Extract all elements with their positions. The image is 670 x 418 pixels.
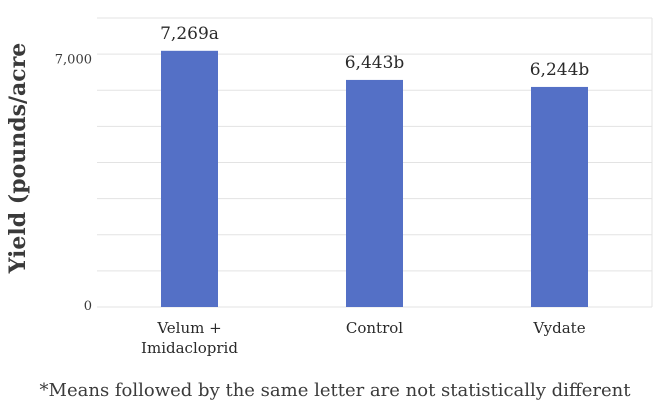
y-axis-title: Yield (pounds/acre <box>5 42 31 274</box>
x-tick-label: Velum + Imidacloprid <box>141 319 238 357</box>
x-tick-label: Vydate <box>532 319 585 337</box>
data-labels: 7,269a 6,443b 6,244b <box>160 24 589 80</box>
data-label: 6,244b <box>530 60 590 80</box>
y-tick-label: 0 <box>84 299 92 314</box>
x-tick-label-line: Velum + <box>156 319 221 337</box>
bar <box>346 79 403 307</box>
bars <box>161 50 588 307</box>
y-tick-labels: 0 7,000 <box>55 52 92 314</box>
data-label: 7,269a <box>160 24 219 44</box>
x-tick-label: Control <box>346 319 403 337</box>
y-tick-label: 7,000 <box>55 52 92 67</box>
data-label: 6,443b <box>345 53 405 73</box>
x-tick-label-line: Vydate <box>532 319 585 337</box>
x-tick-label-line: Control <box>346 319 403 337</box>
footnote: *Means followed by the same letter are n… <box>39 380 631 401</box>
bar <box>531 86 588 307</box>
x-tick-label-line: Imidacloprid <box>141 339 238 357</box>
bar <box>161 50 218 307</box>
x-category-labels: Velum + Imidacloprid Control Vydate <box>141 319 586 357</box>
